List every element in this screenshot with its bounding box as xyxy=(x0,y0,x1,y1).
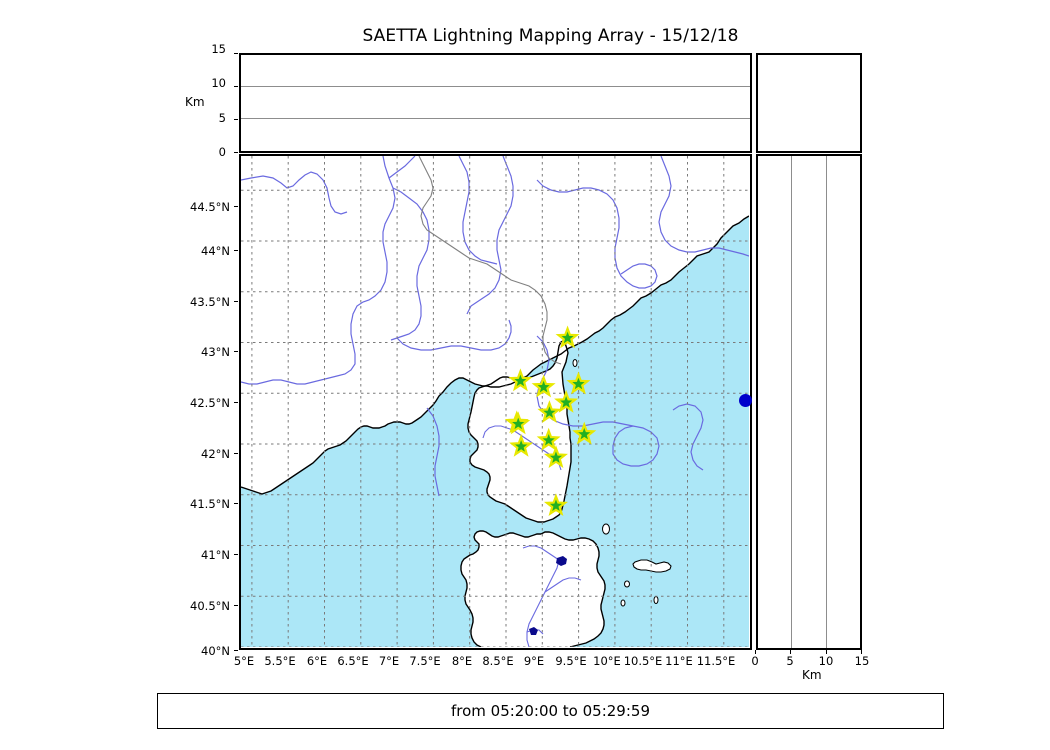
station-marker xyxy=(536,427,561,451)
station-marker xyxy=(531,374,556,398)
tickmark-top-y-10 xyxy=(234,86,238,87)
tickmark-km-10 xyxy=(826,650,827,654)
time-range-bar[interactable]: from 05:20:00 to 05:29:59 xyxy=(157,693,944,729)
tickmark-lat-41 xyxy=(234,554,238,555)
tickmark-km-15 xyxy=(861,650,862,654)
tick-lat-42: 42°N xyxy=(201,447,230,461)
tick-lat-44-5: 44.5°N xyxy=(190,200,230,214)
tick-km-15: 15 xyxy=(854,654,870,668)
station-marker xyxy=(554,389,579,413)
altitude-longitude-panel[interactable] xyxy=(239,53,752,153)
right-panel-xlabel: Km xyxy=(802,668,822,682)
tick-lon-6: 6°E xyxy=(306,654,328,668)
station-marker xyxy=(555,325,580,349)
tick-lon-11: 11°E xyxy=(665,654,693,668)
tick-lon-10: 10°E xyxy=(593,654,621,668)
tick-lat-43-5: 43.5°N xyxy=(190,295,230,309)
station-marker xyxy=(572,421,597,445)
tickmark-top-y-5 xyxy=(234,119,238,120)
gridline-10km-right xyxy=(826,156,827,648)
map-panel[interactable] xyxy=(239,154,752,650)
gridline-5km-right xyxy=(791,156,792,648)
tickmark-lat-44 xyxy=(234,250,238,251)
tick-lon-6-5: 6.5°E xyxy=(337,654,369,668)
tickmark-top-y-15 xyxy=(234,53,238,54)
tick-lon-8: 8°E xyxy=(451,654,473,668)
station-marker xyxy=(537,400,562,423)
tick-lon-9: 9°E xyxy=(523,654,545,668)
tick-km-0: 0 xyxy=(751,654,759,668)
altitude-histogram-panel[interactable] xyxy=(756,53,862,153)
tickmark-lat-43 xyxy=(234,351,238,352)
tickmark-lat-40 xyxy=(234,650,238,651)
tick-km-5: 5 xyxy=(786,654,794,668)
tick-lat-44: 44°N xyxy=(201,244,230,258)
tickmark-km-5 xyxy=(790,650,791,654)
tickmark-lat-42 xyxy=(234,453,238,454)
tickmark-top-y-0 xyxy=(234,152,238,153)
tick-top-y-5: 5 xyxy=(218,111,226,125)
latitude-altitude-panel[interactable] xyxy=(756,154,862,650)
tick-lon-5-5: 5.5°E xyxy=(264,654,296,668)
page-title: SAETTA Lightning Mapping Array - 15/12/1… xyxy=(362,26,739,46)
station-marker xyxy=(506,411,531,435)
tick-lat-41-5: 41.5°N xyxy=(190,497,230,511)
tick-lat-43: 43°N xyxy=(201,345,230,359)
tick-top-y-15: 15 xyxy=(211,42,226,56)
gridline-10km xyxy=(241,86,750,87)
station-marker xyxy=(566,371,591,395)
station-marker xyxy=(543,445,568,468)
tick-lon-8-5: 8.5°E xyxy=(482,654,514,668)
tickmark-lat-44-5 xyxy=(234,206,238,207)
tick-lon-5: 5°E xyxy=(233,654,255,668)
tick-lat-40: 40°N xyxy=(201,644,230,658)
station-marker xyxy=(543,493,568,517)
vhf-source-marker xyxy=(739,394,752,407)
tickmark-lat-42-5 xyxy=(234,402,238,403)
tick-lat-41: 41°N xyxy=(201,548,230,562)
tick-lat-42-5: 42.5°N xyxy=(190,396,230,410)
station-markers xyxy=(504,325,597,517)
tick-lon-7-5: 7.5°E xyxy=(409,654,441,668)
tickmark-lat-43-5 xyxy=(234,301,238,302)
map-graphics xyxy=(241,156,749,647)
tick-lon-10-5: 10.5°E xyxy=(623,654,663,668)
gridline-5km xyxy=(241,118,750,119)
tick-lat-40-5: 40.5°N xyxy=(190,599,230,613)
tickmark-lat-41-5 xyxy=(234,503,238,504)
time-range-text: from 05:20:00 to 05:29:59 xyxy=(450,702,650,720)
tick-top-y-0: 0 xyxy=(218,145,226,159)
station-marker xyxy=(509,433,534,457)
tick-lon-7: 7°E xyxy=(378,654,400,668)
top-panel-ylabel: Km xyxy=(185,95,205,109)
tick-lon-9-5: 9.5°E xyxy=(555,654,587,668)
tickmark-km-0 xyxy=(755,650,756,654)
tickmark-lat-40-5 xyxy=(234,605,238,606)
tick-lon-11-5: 11.5°E xyxy=(696,654,736,668)
tick-km-10: 10 xyxy=(818,654,834,668)
station-marker xyxy=(508,368,533,392)
tick-top-y-10: 10 xyxy=(211,76,226,90)
